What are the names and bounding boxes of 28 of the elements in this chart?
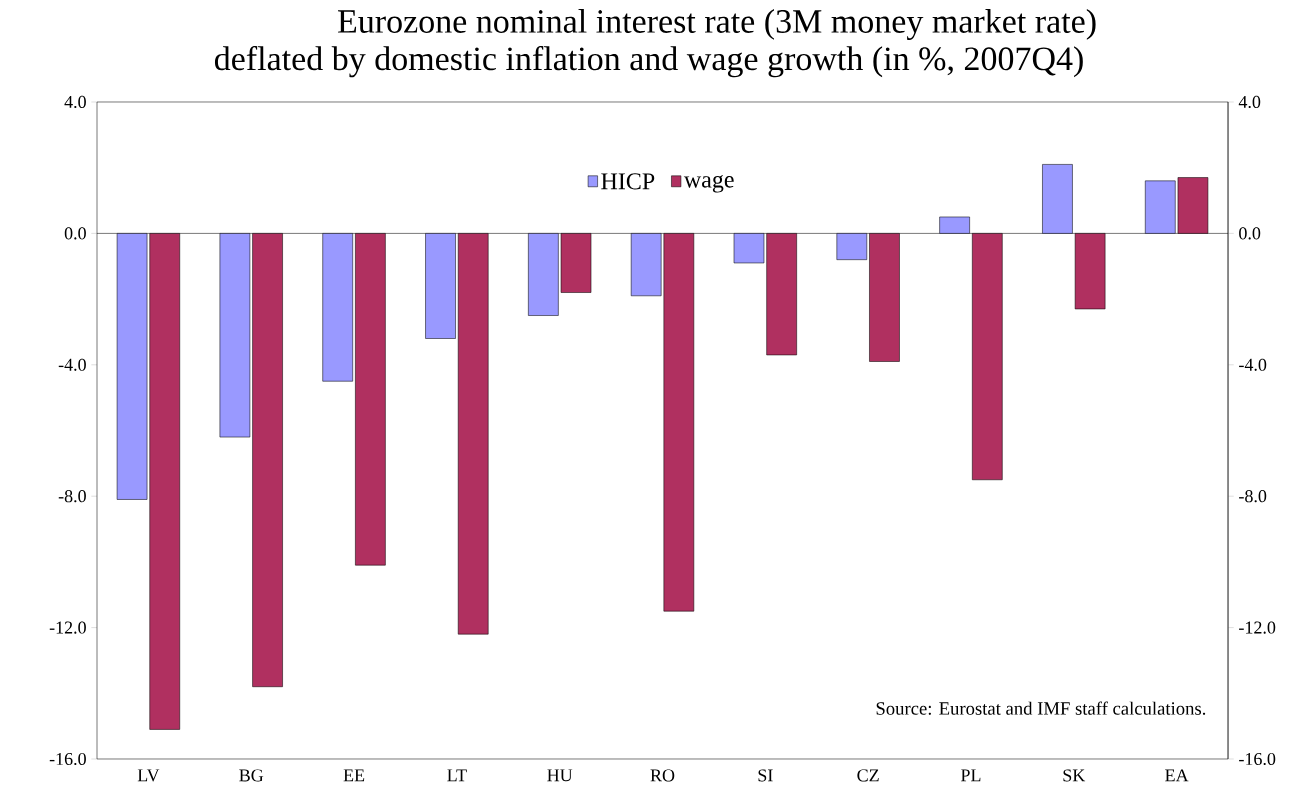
x-tick-label: EE xyxy=(343,769,365,782)
y-tick-label: -16.0 xyxy=(49,752,86,766)
y-tick-label: 4.0 xyxy=(64,95,86,109)
y-tick-label: 0.0 xyxy=(64,227,86,240)
x-tick-label: LT xyxy=(447,769,467,782)
y2-tick-label: -8.0 xyxy=(1239,490,1267,503)
y-tick-label: -12.0 xyxy=(49,621,86,634)
y-tick-label: -4.0 xyxy=(58,358,86,371)
x-tick-label: SK xyxy=(1063,769,1086,782)
y2-tick-label: 4.0 xyxy=(1238,95,1261,109)
x-tick-label: RO xyxy=(650,769,675,782)
y2-tick-label: -12.0 xyxy=(1239,621,1276,634)
legend-label: wage xyxy=(683,175,734,193)
annotation: Source: Eurostat and IMF staff calculations. xyxy=(876,701,1206,715)
y2-tick-label: -4.0 xyxy=(1239,358,1267,371)
x-tick-label: CZ xyxy=(857,769,879,782)
chart-title: Eurozone nominal interest rate (3M money market rate) xyxy=(337,9,1096,40)
legend-label: HICP xyxy=(601,173,655,190)
x-tick-label: PL xyxy=(960,769,981,782)
y-tick-label: -8.0 xyxy=(58,490,86,503)
y2-tick-label: -16.0 xyxy=(1239,752,1276,766)
x-tick-label: SI xyxy=(758,769,773,782)
x-tick-label: LV xyxy=(137,769,160,782)
y2-tick-label: 0.0 xyxy=(1239,227,1261,240)
x-tick-label: BG xyxy=(239,769,264,782)
x-tick-label: EA xyxy=(1165,769,1189,782)
x-tick-label: HU xyxy=(547,769,573,782)
chart-subtitle: deflated by domestic inflation and wage growth (in %, 2007Q4) xyxy=(214,46,1083,78)
